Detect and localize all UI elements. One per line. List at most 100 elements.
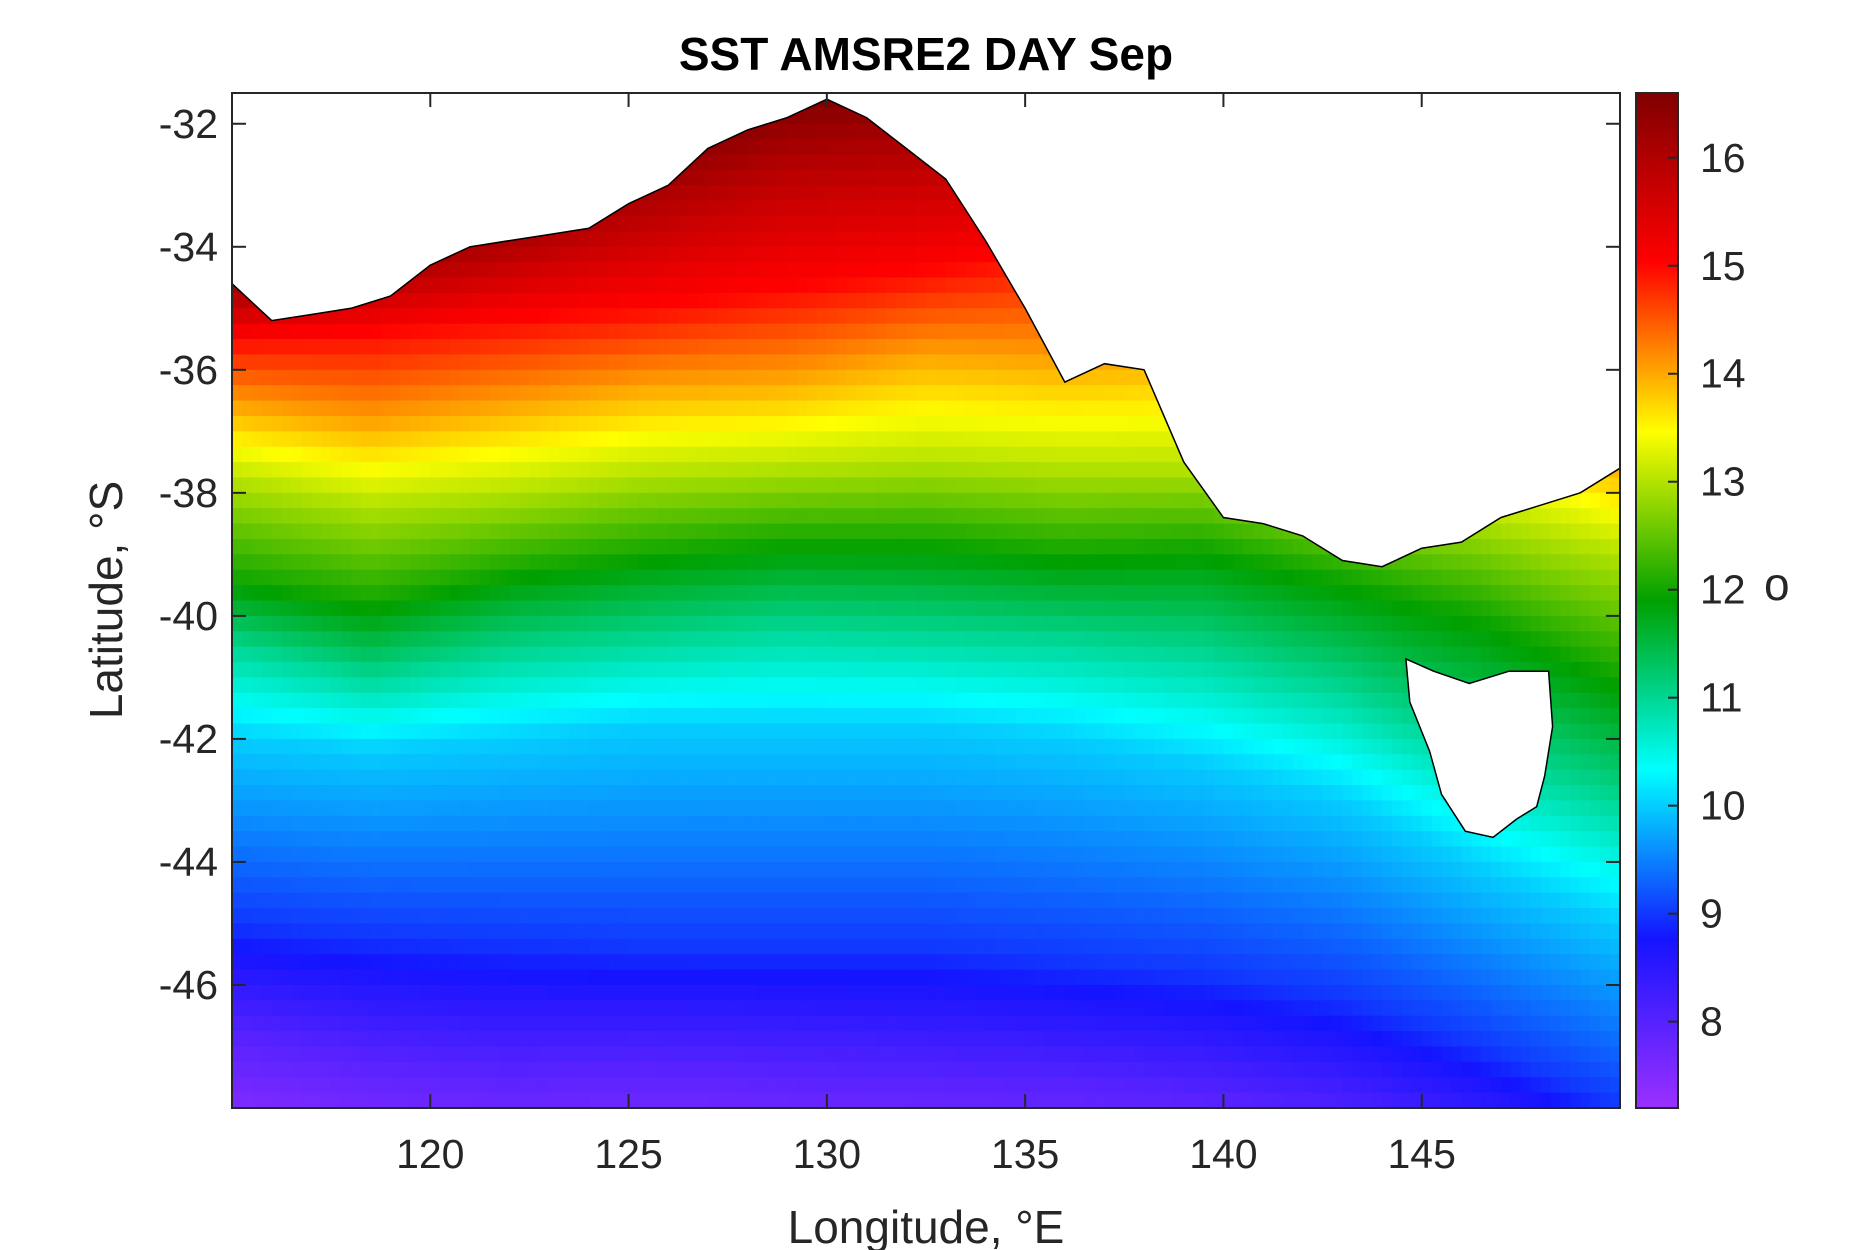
heatmap-cell <box>251 415 263 432</box>
heatmap-cell <box>380 615 392 632</box>
heatmap-cell <box>717 462 729 479</box>
heatmap-cell <box>232 569 243 586</box>
heatmap-cell <box>569 246 580 263</box>
heatmap-cell <box>856 462 868 479</box>
heatmap-cell <box>450 246 461 263</box>
heatmap-cell <box>1540 569 1552 586</box>
heatmap-cell <box>1501 523 1512 540</box>
heatmap-cell <box>767 339 778 356</box>
heatmap-cell <box>985 354 996 371</box>
heatmap-cell <box>390 477 402 494</box>
heatmap-cell <box>1312 615 1324 632</box>
heatmap-cell <box>727 262 739 279</box>
heatmap-cell <box>559 462 570 479</box>
heatmap-cell <box>559 262 570 279</box>
heatmap-cell <box>539 415 550 432</box>
heatmap-cell <box>955 216 967 233</box>
heatmap-cell <box>717 554 729 571</box>
heatmap-cell <box>926 431 937 448</box>
heatmap-cell <box>777 508 788 525</box>
heatmap-cell <box>717 231 729 248</box>
heatmap-cell <box>489 477 501 494</box>
heatmap-cell <box>757 431 768 448</box>
heatmap-cell <box>995 477 1006 494</box>
heatmap-cell <box>559 585 570 602</box>
heatmap-cell <box>559 246 570 263</box>
heatmap-cell <box>321 631 332 648</box>
heatmap-cell <box>1015 415 1026 432</box>
heatmap-cell <box>519 431 531 448</box>
heatmap-cell <box>588 492 600 509</box>
heatmap-cell <box>1015 323 1026 340</box>
heatmap-cell <box>1015 339 1026 356</box>
heatmap-cell <box>648 600 659 617</box>
heatmap-cell <box>1382 615 1393 632</box>
heatmap-cell <box>1213 523 1225 540</box>
heatmap-cell <box>1233 538 1244 555</box>
heatmap-cell <box>479 277 491 294</box>
heatmap-cell <box>935 385 947 402</box>
heatmap-cell <box>251 477 263 494</box>
heatmap-cell <box>688 415 699 432</box>
heatmap-cell <box>321 446 332 463</box>
heatmap-cell <box>935 169 947 186</box>
heatmap-cell <box>579 354 590 371</box>
heatmap-cell <box>261 585 273 602</box>
heatmap-cell <box>271 569 283 586</box>
heatmap-cell <box>816 292 828 309</box>
heatmap-cell <box>1233 523 1244 540</box>
heatmap-cell <box>1015 462 1026 479</box>
heatmap-cell <box>350 462 362 479</box>
heatmap-cell <box>1163 523 1175 540</box>
heatmap-cell <box>896 523 907 540</box>
heatmap-cell <box>638 462 649 479</box>
heatmap-cell <box>519 523 531 540</box>
heatmap-cell <box>757 339 768 356</box>
heatmap-cell <box>846 508 858 525</box>
heatmap-cell <box>410 615 421 632</box>
heatmap-cell <box>350 369 362 386</box>
heatmap-cell <box>1094 523 1106 540</box>
heatmap-cell <box>876 169 887 186</box>
heatmap-cell <box>767 431 778 448</box>
heatmap-cell <box>350 631 362 648</box>
heatmap-cell <box>628 292 640 309</box>
heatmap-cell <box>866 246 878 263</box>
heatmap-cell <box>767 492 778 509</box>
heatmap-cell <box>876 400 887 417</box>
heatmap-cell <box>727 246 739 263</box>
heatmap-cell <box>499 538 511 555</box>
heatmap-cell <box>747 277 759 294</box>
heatmap-cell <box>638 323 649 340</box>
heatmap-cell <box>519 262 531 279</box>
heatmap-cell <box>1144 431 1155 448</box>
heatmap-cell <box>737 216 749 233</box>
heatmap-cell <box>975 246 987 263</box>
heatmap-cell <box>559 354 570 371</box>
heatmap-cell <box>955 277 967 294</box>
heatmap-cell <box>598 631 610 648</box>
heatmap-cell <box>697 569 709 586</box>
heatmap-cell <box>826 308 838 325</box>
heatmap-cell <box>232 508 243 525</box>
heatmap-cell <box>896 369 907 386</box>
heatmap-cell <box>1015 523 1026 540</box>
heatmap-cell <box>916 415 927 432</box>
heatmap-cell <box>251 615 263 632</box>
heatmap-cell <box>579 462 590 479</box>
heatmap-cell <box>1451 538 1462 555</box>
heatmap-cell <box>559 538 570 555</box>
heatmap-cell <box>588 523 600 540</box>
heatmap-cell <box>628 569 640 586</box>
heatmap-cell <box>807 231 818 248</box>
heatmap-cell <box>807 262 818 279</box>
heatmap-cell <box>489 292 501 309</box>
heatmap-cell <box>410 323 421 340</box>
heatmap-cell <box>618 385 630 402</box>
heatmap-cell <box>1084 385 1096 402</box>
heatmap-cell <box>1570 538 1581 555</box>
heatmap-cell <box>331 569 342 586</box>
heatmap-cell <box>737 508 749 525</box>
heatmap-cell <box>469 385 481 402</box>
heatmap-cell <box>321 339 332 356</box>
